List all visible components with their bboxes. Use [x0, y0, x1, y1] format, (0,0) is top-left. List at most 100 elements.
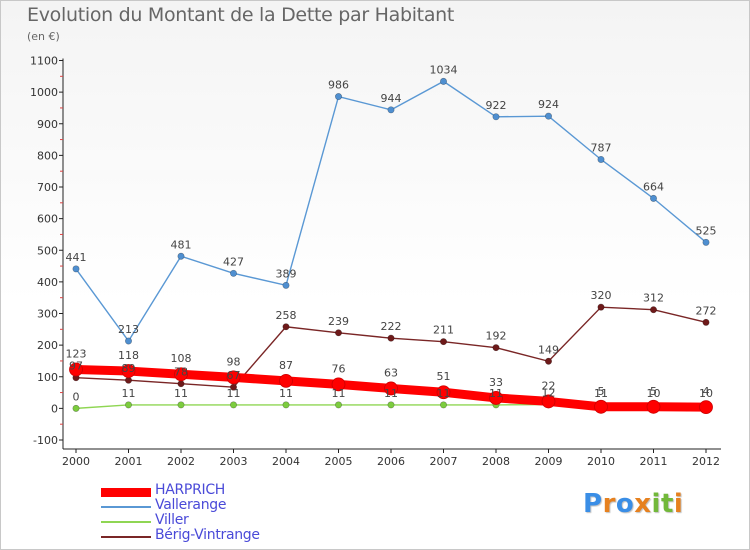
data-label-berig-vintrange: 312 [643, 292, 664, 305]
data-label-harprich: 5 [598, 385, 605, 398]
data-point-vallerange [282, 281, 290, 289]
data-label-viller: 12 [542, 387, 556, 400]
x-tick-label: 2007 [430, 455, 458, 468]
data-point-vallerange [387, 106, 395, 114]
data-point-berig-vintrange [492, 344, 500, 352]
data-label-viller: 11 [122, 387, 136, 400]
legend-swatch-vallerange [101, 506, 151, 508]
y-tick-label: 1100 [30, 55, 58, 68]
data-point-berig-vintrange [544, 357, 552, 365]
data-label-harprich: 98 [227, 355, 241, 368]
data-point-viller [125, 401, 133, 409]
data-point-viller [177, 401, 185, 409]
data-label-vallerange: 787 [591, 141, 612, 154]
data-label-harprich: 5 [650, 385, 657, 398]
x-tick-label: 2012 [692, 455, 720, 468]
data-point-harprich [594, 399, 608, 414]
data-label-viller: 11 [489, 387, 503, 400]
data-point-berig-vintrange [702, 318, 710, 326]
y-tick-label: 800 [37, 149, 58, 162]
logo-letter: o [615, 489, 635, 519]
data-label-vallerange: 441 [66, 251, 87, 264]
data-point-viller [387, 401, 395, 409]
data-label-vallerange: 922 [486, 99, 507, 112]
x-tick-label: 2004 [272, 455, 300, 468]
data-point-vallerange [492, 113, 500, 121]
data-label-berig-vintrange: 222 [381, 320, 402, 333]
data-label-harprich: 123 [66, 347, 87, 360]
data-label-berig-vintrange: 258 [276, 309, 297, 322]
data-label-harprich: 51 [437, 370, 451, 383]
data-point-harprich [489, 391, 503, 405]
x-tick-label: 2006 [377, 455, 405, 468]
logo-letter: t [660, 489, 674, 519]
data-label-berig-vintrange: 211 [433, 324, 454, 337]
data-label-vallerange: 664 [643, 180, 664, 193]
data-label-vallerange: 986 [328, 79, 349, 92]
y-tick-label: 1000 [30, 86, 58, 99]
y-tick-label: 100 [37, 371, 58, 384]
logo-letter: i [651, 489, 661, 519]
data-label-harprich: 4 [703, 385, 710, 398]
proxiti-logo: Proxiti [583, 489, 683, 519]
data-label-viller: 11 [384, 387, 398, 400]
data-label-berig-vintrange: 89 [122, 362, 136, 375]
data-label-berig-vintrange: 97 [69, 360, 83, 373]
legend-swatch-harprich [101, 487, 151, 497]
data-point-berig-vintrange [125, 376, 133, 384]
data-point-berig-vintrange [387, 334, 395, 342]
data-label-berig-vintrange: 239 [328, 315, 349, 328]
data-point-viller [72, 404, 80, 412]
data-point-harprich [646, 399, 661, 414]
data-label-berig-vintrange: 192 [486, 330, 507, 343]
data-point-vallerange [597, 155, 605, 163]
data-point-viller [282, 401, 290, 409]
data-label-vallerange: 944 [381, 92, 402, 105]
data-label-viller: 10 [647, 387, 661, 400]
logo-letter: r [602, 489, 616, 519]
logo-letter: i [673, 489, 684, 519]
data-label-harprich: 33 [489, 376, 503, 389]
data-label-berig-vintrange: 78 [174, 366, 188, 379]
y-tick-label: 700 [37, 181, 58, 194]
y-tick-label: 600 [37, 213, 58, 226]
series-layer [69, 77, 713, 415]
data-label-harprich: 76 [332, 362, 346, 375]
data-point-viller [439, 401, 447, 409]
data-point-vallerange [544, 112, 552, 120]
data-point-harprich [331, 377, 346, 392]
y-tick-label: 300 [37, 308, 58, 321]
data-label-viller: 11 [332, 387, 346, 400]
x-tick-label: 2001 [115, 455, 143, 468]
series-line-vallerange [75, 80, 707, 343]
data-label-viller: 11 [227, 387, 241, 400]
data-point-harprich [121, 364, 136, 378]
data-label-vallerange: 525 [696, 224, 717, 237]
data-point-harprich [279, 373, 293, 388]
y-tick-label: 400 [37, 276, 58, 289]
data-label-vallerange: 389 [276, 267, 297, 280]
data-point-harprich [69, 362, 83, 377]
data-point-harprich [174, 367, 188, 382]
logo-letter: P [583, 489, 603, 519]
chart-title: Evolution du Montant de la Dette par Hab… [27, 4, 455, 26]
data-label-harprich: 87 [279, 359, 293, 372]
data-point-berig-vintrange [597, 303, 605, 311]
data-label-harprich: 22 [542, 379, 556, 392]
data-label-berig-vintrange: 149 [538, 343, 559, 356]
data-label-vallerange: 924 [538, 98, 559, 111]
data-label-vallerange: 427 [223, 255, 244, 268]
data-point-harprich [541, 394, 556, 409]
data-label-vallerange: 481 [171, 238, 192, 251]
x-tick-label: 2009 [535, 455, 563, 468]
data-label-berig-vintrange: 320 [591, 289, 612, 302]
logo-letter: x [634, 489, 652, 519]
data-label-berig-vintrange: 67 [227, 369, 241, 382]
data-point-harprich [226, 370, 241, 385]
legend-label-berig-vintrange: Bérig-Vintrange [155, 527, 260, 543]
legend-label-harprich: HARPRICH [155, 482, 226, 498]
data-point-vallerange [649, 194, 657, 202]
